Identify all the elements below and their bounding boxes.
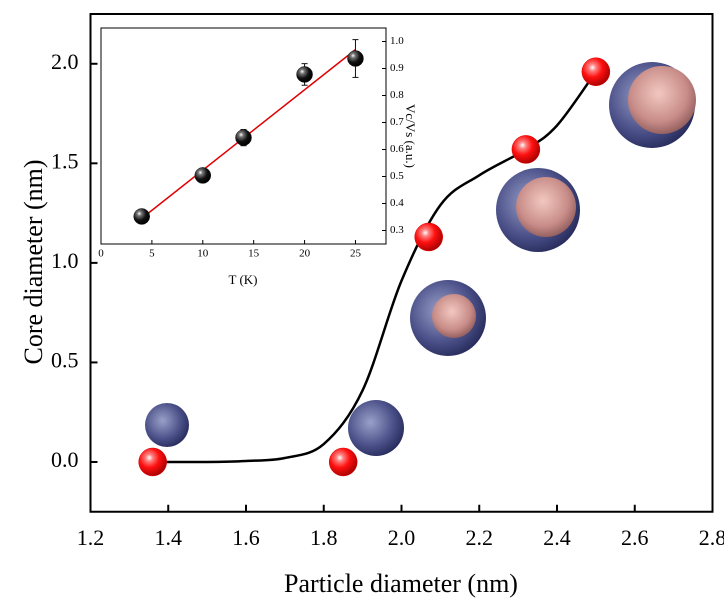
data-point <box>194 167 212 184</box>
y-tick-label: 0.8 <box>390 89 404 101</box>
x-tick-label: 2.6 <box>621 525 649 550</box>
y-tick-label: 0.5 <box>390 170 404 182</box>
x-tick-label: 1.4 <box>155 525 183 550</box>
y-tick-label: 0.5 <box>51 347 79 372</box>
x-tick-label: 15 <box>248 248 260 260</box>
data-point <box>296 66 313 83</box>
data-point <box>133 208 150 225</box>
data-point <box>511 135 541 164</box>
y-tick-label: 0.0 <box>51 447 79 472</box>
x-tick-label: 2.2 <box>466 525 494 550</box>
data-point <box>328 447 358 477</box>
particle-illustrations <box>145 62 696 456</box>
x-tick-label: 5 <box>149 248 155 260</box>
particle-core <box>516 177 576 237</box>
y-tick-label: 0.9 <box>390 62 404 74</box>
y-tick-label: 1.0 <box>51 248 79 273</box>
x-tick-label: 2.0 <box>388 525 416 550</box>
x-tick-label: 1.6 <box>232 525 260 550</box>
y-axis-title: Core diameter (nm) <box>19 159 48 364</box>
y-tick-label: 0.4 <box>390 197 404 209</box>
data-point <box>347 50 364 67</box>
y-tick-label: 1.5 <box>51 148 79 173</box>
particle-core <box>432 294 476 338</box>
y-tick-label: 0.6 <box>390 143 404 155</box>
x-tick-label: 2.4 <box>543 525 571 550</box>
x-tick-label: 0 <box>98 248 104 260</box>
particle <box>145 403 189 447</box>
particle-core <box>628 66 696 134</box>
y-tick-label: 0.3 <box>390 224 404 236</box>
x-tick-label: 1.2 <box>77 525 105 550</box>
x-tick-label: 10 <box>197 248 209 260</box>
data-point <box>414 222 443 252</box>
y-tick-label: 1.0 <box>390 35 404 47</box>
x-tick-label: 2.8 <box>699 525 724 550</box>
y-tick-label: 0.7 <box>390 116 404 128</box>
data-point <box>138 447 167 477</box>
particle <box>348 400 404 456</box>
axes-frame <box>100 27 387 245</box>
data-point <box>235 129 252 146</box>
x-tick-label: 1.8 <box>310 525 338 550</box>
data-point <box>581 57 611 86</box>
inset-y-axis-title: Vc/Vs (a.u.) <box>403 104 418 168</box>
x-tick-label: 20 <box>299 248 311 260</box>
y-tick-label: 2.0 <box>51 49 79 74</box>
x-tick-label: 25 <box>350 248 362 260</box>
x-axis-title: Particle diameter (nm) <box>284 569 518 598</box>
inset-x-axis-title: T (K) <box>228 272 257 287</box>
